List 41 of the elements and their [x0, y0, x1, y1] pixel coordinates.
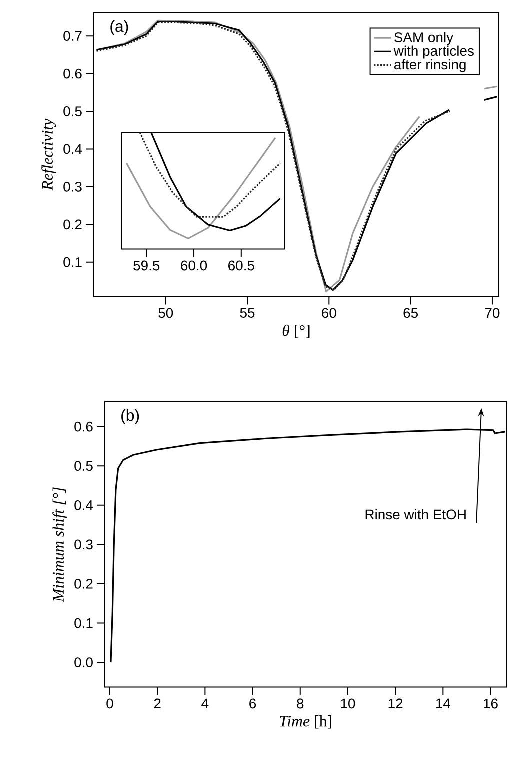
y-tick-label: 0.0 [74, 658, 93, 668]
x-tick-label: 65 [404, 308, 418, 318]
y-tick-label: 0.6 [64, 68, 82, 79]
y-tick-label: 0.2 [64, 220, 82, 230]
legend-label: after rinsing [394, 59, 466, 72]
x-tick-label: 4 [202, 698, 209, 708]
y-tick-label: 0.1 [64, 257, 82, 268]
x-tick-label: 60.0 [181, 260, 208, 271]
x-tick-label: 60 [322, 308, 336, 318]
x-tick-label: 14 [436, 698, 451, 708]
annotation: (a) [110, 20, 128, 36]
x-tick-label: 55 [240, 308, 255, 318]
annotation: Rinse with EtOH [366, 509, 466, 520]
y-tick-label: 0.2 [74, 579, 93, 589]
annotation: (b) [122, 410, 140, 424]
x-tick-label: 10 [341, 698, 356, 709]
x-tick-label: 50 [158, 308, 174, 318]
x-tick-label: 0 [106, 698, 114, 709]
y-tick-label: 0.1 [74, 618, 93, 628]
x-axis-title: θ [°] [282, 324, 310, 338]
y-tick-label: 0.3 [64, 182, 82, 192]
y-tick-label: 0.6 [74, 422, 93, 432]
y-tick-label: 0.5 [74, 461, 93, 472]
y-tick-label: 0.5 [64, 106, 82, 116]
y-tick-label: 0.7 [64, 31, 82, 42]
y-axis-title: Reflectivity [42, 118, 56, 191]
x-tick-label: 6 [250, 698, 256, 709]
x-tick-label: 8 [297, 698, 304, 709]
x-axis-title: Time [h] [280, 716, 332, 729]
x-tick-label: 70 [485, 308, 500, 318]
x-tick-label: 2 [154, 698, 161, 709]
legend-label: with particles [394, 46, 474, 59]
y-axis-title: Minimum shift [°] [52, 488, 68, 602]
x-tick-label: 12 [388, 698, 403, 709]
y-tick-label: 0.3 [74, 540, 93, 550]
y-tick-label: 0.4 [64, 144, 82, 154]
legend-label: SAM only [394, 32, 454, 46]
y-tick-label: 0.4 [74, 500, 94, 510]
x-tick-label: 60.5 [228, 260, 254, 271]
x-tick-label: 16 [484, 698, 498, 709]
x-tick-label: 59.5 [134, 260, 160, 271]
